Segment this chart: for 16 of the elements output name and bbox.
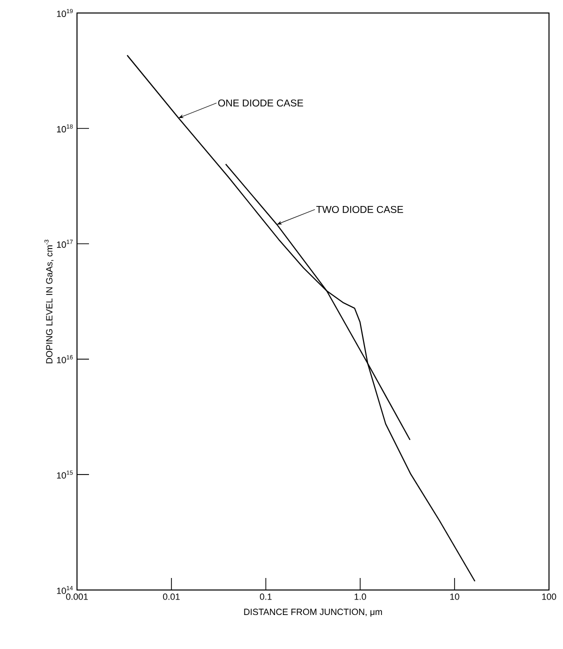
y-tick-label: 10$^{15}$ [57, 470, 73, 479]
y-tick-label: 10$^{18}$ [57, 124, 73, 132]
x-tick-label: 10 [450, 593, 460, 600]
x-tick-label: 100 [542, 593, 556, 600]
y-tick-label: 10$^{17}$ [57, 240, 73, 248]
y-axis-title: DOPING LEVEL IN GaAs, cm$^{-3}$ [44, 240, 54, 364]
y-tick-label: 10$^{14}$ [57, 586, 73, 594]
y-tick-label: 10$^{19}$ [57, 8, 73, 18]
x-tick-label: 0.001 [66, 593, 88, 600]
annotation: TWO DIODE CASE [316, 206, 404, 213]
x-tick-label: 0.1 [260, 593, 272, 600]
annotation: ONE DIODE CASE [218, 99, 304, 107]
x-tick-label: 1.0 [354, 593, 366, 600]
x-axis-title: DISTANCE FROM JUNCTION, μm [244, 608, 382, 617]
x-tick-label: 0.01 [163, 593, 180, 600]
y-tick-label: 10$^{16}$ [57, 355, 73, 364]
